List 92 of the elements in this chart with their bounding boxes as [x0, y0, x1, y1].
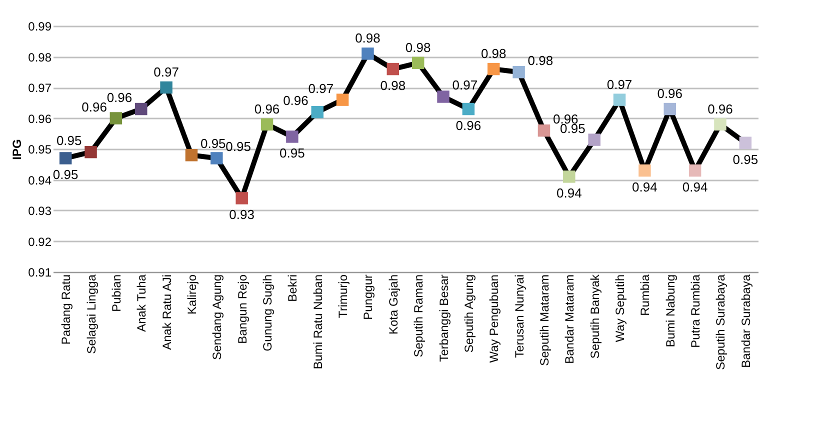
point	[210, 152, 223, 164]
x-tick-label: Anak Ratu AJi	[160, 274, 174, 350]
data-label: 0.96	[106, 90, 132, 106]
x-tick-label: Bumi Ratu Nuban	[310, 274, 325, 370]
x-tick-label: Rumbia	[638, 274, 652, 316]
x-tick-label: Seputih Raman	[412, 274, 426, 358]
x-tick-label: Way Seputih	[613, 274, 628, 342]
y-tick-label: 0.93	[28, 204, 52, 218]
x-tick-label: Bumi Nabung	[663, 274, 678, 348]
point	[739, 136, 752, 149]
point	[59, 152, 72, 164]
point	[135, 102, 148, 116]
data-label: 0.96	[254, 101, 280, 116]
data-label: 0.97	[452, 78, 478, 93]
data-label: 0.93	[229, 207, 254, 222]
x-tick-label: Gunung Sugih	[260, 274, 275, 352]
data-label: 0.96	[708, 101, 733, 116]
x-tick-label: Putra Rumbia	[688, 274, 703, 348]
x-tick-label: Bandar Surabaya	[738, 274, 753, 368]
data-label: 0.97	[154, 64, 179, 80]
data-label: 0.95	[226, 139, 251, 154]
x-tick-label: Bangun Rejo	[235, 274, 250, 344]
x-tick-label: Kota Gajah	[386, 274, 400, 335]
x-tick-label: Seputih Banyak	[588, 274, 602, 359]
point	[336, 94, 349, 106]
x-tick-label: Bekri	[286, 274, 300, 302]
point	[160, 81, 172, 94]
x-tick-label: Terbanggi Besar	[436, 274, 451, 362]
y-tick-label: 0.98	[28, 50, 52, 64]
data-label: 0.95	[52, 167, 78, 182]
point	[311, 106, 324, 118]
data-label: 0.96	[82, 99, 107, 114]
data-label: 0.96	[456, 118, 482, 134]
data-label: 0.97	[606, 76, 632, 92]
data-label: 0.95	[200, 136, 226, 152]
x-tick-label: Seputih Mataram	[537, 274, 552, 366]
x-tick-label: Kalirejo	[184, 274, 199, 315]
point	[488, 62, 500, 76]
point	[563, 170, 576, 183]
point	[512, 66, 525, 78]
data-label: 0.96	[657, 86, 683, 102]
point	[638, 164, 651, 177]
y-tick-label: 0.92	[28, 234, 52, 249]
point	[462, 102, 475, 116]
x-tick-label: Way Pengubuan	[487, 274, 502, 363]
point	[286, 130, 298, 143]
point	[613, 94, 626, 106]
data-label: 0.95	[732, 152, 758, 167]
point	[362, 48, 374, 60]
point	[110, 112, 122, 124]
y-tick-label: 0.95	[28, 142, 52, 156]
point	[185, 149, 198, 162]
data-label: 0.98	[355, 30, 380, 46]
x-tick-label: Bandar Mataram	[562, 274, 577, 364]
x-tick-label: Anak Tuha	[134, 274, 149, 332]
y-tick-label: 0.91	[28, 266, 52, 280]
point	[714, 118, 726, 131]
point	[664, 102, 676, 116]
data-label: 0.96	[283, 93, 308, 108]
point	[588, 134, 600, 146]
point	[437, 90, 450, 103]
y-axis-title: IPG	[10, 139, 24, 160]
x-tick-label: Seputih Surabaya	[714, 274, 728, 370]
x-tick-label: Sendang Agung	[210, 274, 224, 360]
x-tick-label: Padang Ratu	[59, 274, 74, 345]
point	[84, 146, 97, 158]
y-tick-label: 0.97	[28, 81, 52, 95]
data-label: 0.94	[682, 180, 708, 195]
data-label: 0.97	[308, 80, 334, 96]
data-label: 0.95	[56, 133, 82, 148]
x-tick-label: Punggur	[361, 274, 376, 320]
point	[386, 62, 400, 76]
point	[538, 124, 550, 137]
data-label: 0.94	[556, 186, 582, 201]
x-tick-label: Terusan Nunyai	[512, 274, 526, 358]
x-tick-label: Pubian	[109, 274, 124, 312]
point	[236, 192, 248, 204]
x-tick-label: Seputih Agung	[462, 274, 476, 353]
data-label: 0.98	[405, 40, 431, 55]
y-tick-label: 0.96	[28, 112, 52, 126]
point	[260, 118, 274, 131]
data-label: 0.94	[632, 180, 658, 195]
point	[412, 56, 424, 70]
data-label: 0.95	[280, 146, 305, 161]
y-tick-label: 0.94	[28, 173, 52, 188]
data-label: 0.98	[528, 53, 554, 68]
point	[688, 164, 702, 177]
data-label: 0.98	[480, 46, 506, 62]
y-tick-label: 0.99	[28, 20, 52, 34]
x-tick-label: Selagai Lingga	[84, 274, 98, 354]
x-tick-label: Trimurjo	[336, 274, 350, 318]
data-label: 0.98	[380, 78, 406, 94]
